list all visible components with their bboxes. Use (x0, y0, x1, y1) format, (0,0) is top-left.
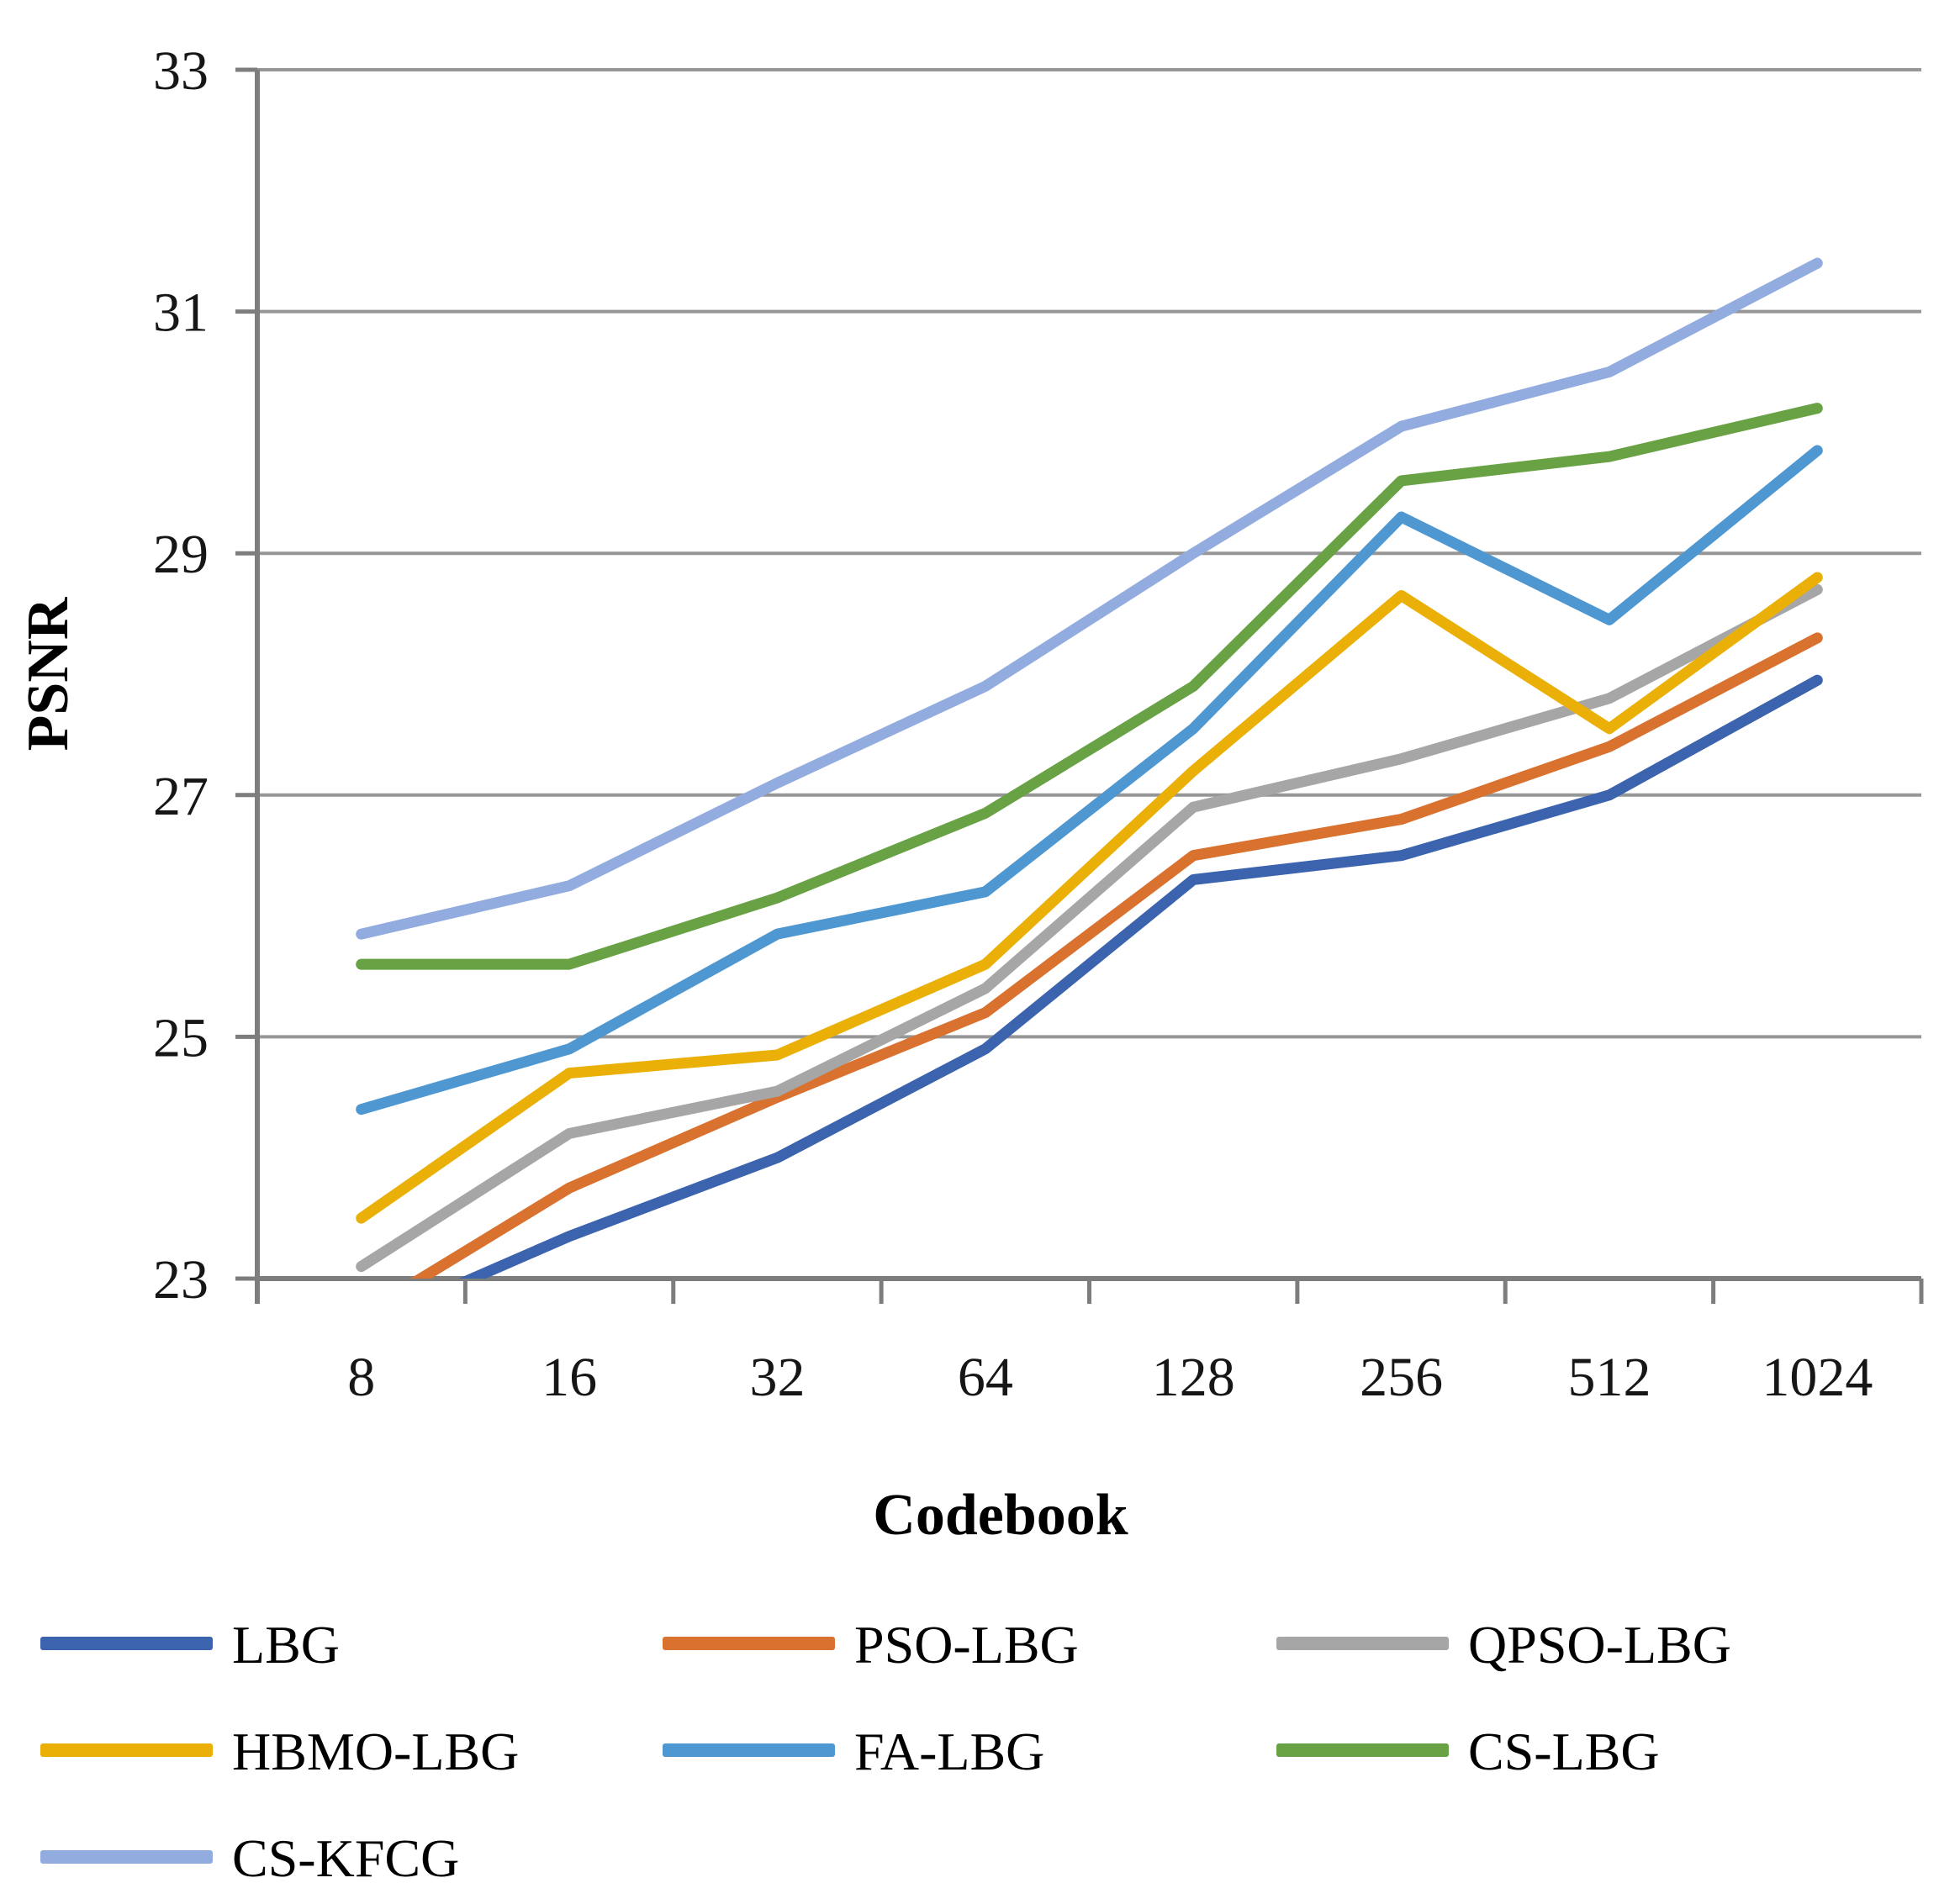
x-tick-label-256: 256 (1360, 1347, 1443, 1408)
x-tick-label-64: 64 (958, 1347, 1013, 1408)
y-tick-label-27: 27 (153, 766, 209, 827)
series-line-CS-LBG (356, 403, 1823, 970)
x-tick-label-1024: 1024 (1762, 1347, 1873, 1408)
legend-swatch-PSO-LBG (663, 1637, 835, 1650)
legend-label-LBG: LBG (232, 1615, 340, 1675)
y-tick-labels: 23 25 27 29 31 33 (153, 40, 209, 1311)
x-tick-label-16: 16 (542, 1347, 597, 1408)
y-tick-label-25: 25 (153, 1007, 209, 1068)
legend-swatch-LBG (40, 1637, 213, 1650)
y-tick-label-23: 23 (153, 1249, 209, 1311)
legend-item-CS-LBG: CS-LBG (1276, 1722, 1660, 1781)
series-line-LBG (458, 674, 1823, 1279)
legend-label-HBMO-LBG: HBMO-LBG (232, 1722, 519, 1781)
legend-swatch-QPSO-LBG (1276, 1637, 1449, 1650)
legend-item-HBMO-LBG: HBMO-LBG (40, 1722, 519, 1781)
legend-item-FA-LBG: FA-LBG (663, 1722, 1044, 1781)
x-tick-label-8: 8 (347, 1347, 375, 1408)
legend-item-CS-KFCG: CS-KFCG (40, 1828, 459, 1883)
y-tick-label-29: 29 (153, 524, 209, 585)
legend-item-PSO-LBG: PSO-LBG (663, 1615, 1079, 1675)
legend-label-CS-KFCG: CS-KFCG (232, 1828, 459, 1883)
axes (235, 67, 1924, 1304)
x-tick-label-128: 128 (1152, 1347, 1235, 1408)
legend-item-QPSO-LBG: QPSO-LBG (1276, 1615, 1731, 1675)
series-line-FA-LBG (356, 445, 1823, 1116)
legend-swatch-CS-LBG (1276, 1743, 1449, 1757)
legend-swatch-FA-LBG (663, 1743, 835, 1757)
x-axis-title: Codebook (873, 1483, 1128, 1548)
series-line-CS-KFCG (356, 257, 1823, 940)
x-tick-labels: 8 16 32 64 128 256 512 1024 (347, 1347, 1873, 1408)
legend-item-LBG: LBG (40, 1615, 340, 1675)
series-line-HBMO-LBG (356, 572, 1823, 1224)
legend: LBG PSO-LBG QPSO-LBG HBMO-LBG FA-LBG CS-LBG CS… (40, 1615, 1731, 1883)
gridlines (257, 68, 1921, 1280)
series-lines (356, 257, 1823, 1279)
x-tick-label-32: 32 (749, 1347, 805, 1408)
y-tick-label-31: 31 (153, 282, 209, 344)
series-line-PSO-LBG (409, 632, 1823, 1279)
legend-label-PSO-LBG: PSO-LBG (854, 1615, 1079, 1675)
legend-label-FA-LBG: FA-LBG (854, 1722, 1044, 1781)
y-axis-title: PSNR (16, 596, 81, 751)
legend-swatch-HBMO-LBG (40, 1743, 213, 1757)
legend-label-CS-LBG: CS-LBG (1468, 1722, 1660, 1781)
x-tick-label-512: 512 (1567, 1347, 1651, 1408)
legend-label-QPSO-LBG: QPSO-LBG (1468, 1615, 1731, 1675)
legend-swatch-CS-KFCG (40, 1850, 213, 1864)
y-tick-label-33: 33 (153, 40, 209, 102)
